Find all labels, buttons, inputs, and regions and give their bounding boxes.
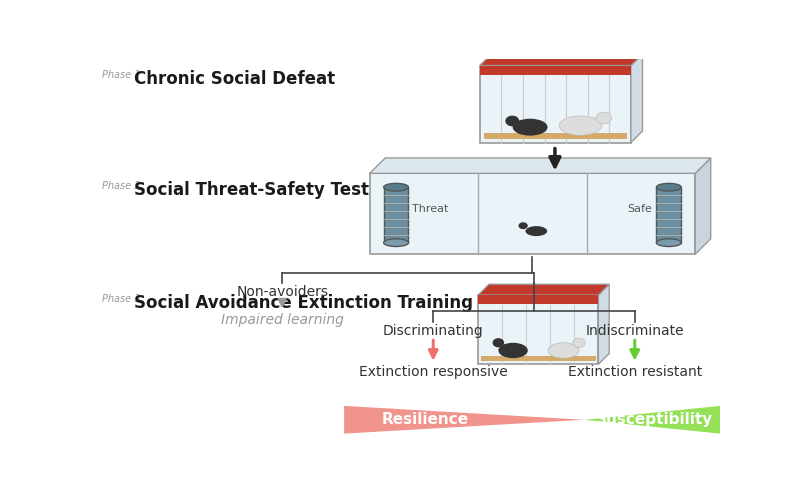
Polygon shape: [344, 406, 584, 434]
Polygon shape: [631, 54, 642, 143]
Polygon shape: [478, 284, 609, 295]
Ellipse shape: [548, 343, 579, 358]
Polygon shape: [370, 158, 710, 173]
Text: Threat: Threat: [412, 204, 449, 214]
Text: Phase 1: Phase 1: [102, 70, 140, 80]
Ellipse shape: [513, 119, 547, 136]
Ellipse shape: [573, 338, 585, 347]
Text: Susceptibility: Susceptibility: [595, 412, 713, 427]
Bar: [478, 295, 598, 304]
Text: Phase 2: Phase 2: [102, 181, 140, 191]
Ellipse shape: [657, 239, 682, 247]
Text: Impaired learning: Impaired learning: [221, 313, 343, 327]
Ellipse shape: [493, 338, 504, 347]
Text: Discriminating: Discriminating: [383, 324, 484, 338]
Polygon shape: [695, 158, 710, 254]
Text: Resilience: Resilience: [382, 412, 469, 427]
Polygon shape: [480, 54, 642, 65]
Bar: [484, 133, 627, 139]
Bar: [384, 187, 409, 243]
Text: Indiscriminate: Indiscriminate: [586, 324, 684, 338]
Polygon shape: [598, 284, 609, 364]
Ellipse shape: [559, 116, 602, 135]
Ellipse shape: [498, 343, 528, 358]
Bar: [657, 187, 682, 243]
Bar: [478, 295, 598, 364]
Ellipse shape: [526, 226, 547, 236]
Bar: [480, 65, 631, 143]
Ellipse shape: [384, 239, 409, 247]
Text: Safe: Safe: [628, 204, 653, 214]
Text: Extinction resistant: Extinction resistant: [568, 365, 702, 379]
Text: Avoiders: Avoiders: [504, 285, 564, 299]
Polygon shape: [584, 406, 720, 434]
Ellipse shape: [384, 183, 409, 191]
Ellipse shape: [596, 112, 611, 124]
Ellipse shape: [518, 222, 528, 229]
Text: Chronic Social Defeat: Chronic Social Defeat: [134, 70, 335, 88]
Ellipse shape: [657, 183, 682, 191]
Ellipse shape: [506, 116, 519, 126]
Text: Social Avoidance Extinction Training: Social Avoidance Extinction Training: [134, 294, 473, 312]
Text: Non-avoiders: Non-avoiders: [236, 285, 328, 299]
Text: Social Threat-Safety Test: Social Threat-Safety Test: [134, 181, 369, 199]
Bar: [481, 356, 596, 361]
Bar: [480, 65, 631, 75]
Text: Extinction responsive: Extinction responsive: [359, 365, 508, 379]
Bar: [370, 173, 695, 254]
Text: Phase 3: Phase 3: [102, 294, 140, 304]
